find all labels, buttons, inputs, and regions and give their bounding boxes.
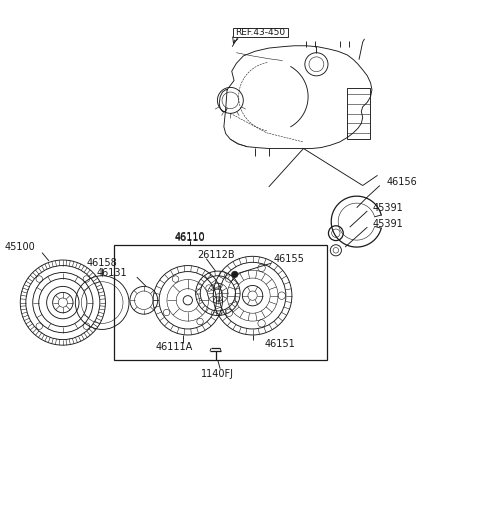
Text: 46155: 46155 bbox=[274, 253, 304, 264]
Bar bbox=[114, 245, 326, 361]
Text: 46151: 46151 bbox=[264, 339, 295, 349]
Text: 45100: 45100 bbox=[4, 242, 35, 252]
Bar bbox=[348, 88, 370, 139]
Text: 1140FJ: 1140FJ bbox=[201, 369, 234, 379]
Text: 46158: 46158 bbox=[87, 258, 118, 268]
Text: 45391: 45391 bbox=[373, 203, 404, 213]
Text: REF.43-450: REF.43-450 bbox=[235, 28, 286, 37]
Text: 46131: 46131 bbox=[97, 268, 128, 278]
Circle shape bbox=[231, 271, 238, 277]
Text: 46110: 46110 bbox=[175, 232, 205, 242]
Text: 46110: 46110 bbox=[175, 233, 205, 243]
Bar bbox=[233, 28, 288, 38]
Text: 26112B: 26112B bbox=[197, 250, 235, 260]
Text: 46156: 46156 bbox=[387, 177, 418, 187]
Text: 45391: 45391 bbox=[373, 219, 404, 229]
Text: 46111A: 46111A bbox=[155, 342, 192, 353]
